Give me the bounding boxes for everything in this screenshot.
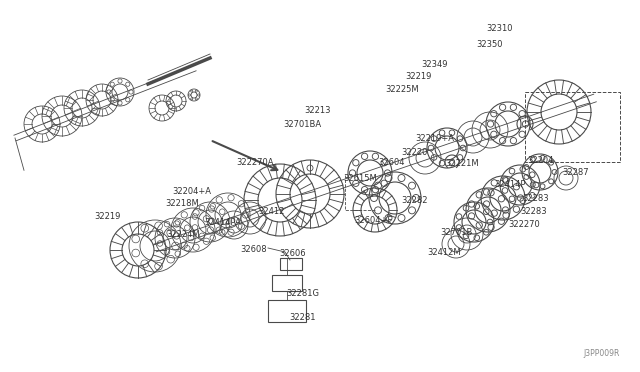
- Text: 32219: 32219: [405, 71, 431, 80]
- Text: 32310: 32310: [487, 23, 513, 32]
- Bar: [280, 258, 302, 270]
- Text: 32349: 32349: [422, 60, 448, 68]
- Text: 322270: 322270: [508, 219, 540, 228]
- Text: 32283: 32283: [521, 206, 547, 215]
- Text: 32414P: 32414P: [494, 180, 525, 189]
- Text: 32219+A: 32219+A: [415, 134, 454, 142]
- Text: 32606: 32606: [280, 250, 307, 259]
- Text: 32225M: 32225M: [385, 84, 419, 93]
- Text: 32224M: 32224M: [166, 230, 200, 238]
- Text: 32220: 32220: [401, 148, 427, 157]
- Bar: [268, 300, 306, 322]
- Text: 32701BA: 32701BA: [283, 119, 321, 128]
- Text: 32219: 32219: [94, 212, 120, 221]
- Text: 32281: 32281: [290, 314, 316, 323]
- Text: J3PP009R: J3PP009R: [584, 349, 620, 358]
- Text: 322270A: 322270A: [236, 157, 274, 167]
- Text: 32412: 32412: [258, 206, 284, 215]
- Text: 32287: 32287: [563, 167, 589, 176]
- Text: 32281G: 32281G: [287, 289, 319, 298]
- Text: 32218M: 32218M: [165, 199, 199, 208]
- Text: 32204: 32204: [527, 155, 553, 164]
- Text: 32283: 32283: [523, 193, 549, 202]
- Bar: [272, 275, 302, 291]
- Text: 32213: 32213: [305, 106, 332, 115]
- Text: 32221M: 32221M: [445, 158, 479, 167]
- Text: 32282: 32282: [402, 196, 428, 205]
- Text: 32350: 32350: [477, 39, 503, 48]
- Text: 32412M: 32412M: [427, 247, 461, 257]
- Text: 32604: 32604: [379, 157, 405, 167]
- Text: 32701B: 32701B: [440, 228, 472, 237]
- Text: 32615M: 32615M: [343, 173, 377, 183]
- Text: 32414PA: 32414PA: [205, 218, 241, 227]
- Text: 32604+F: 32604+F: [354, 215, 392, 224]
- Text: 32608: 32608: [241, 244, 268, 253]
- Text: 32204+A: 32204+A: [173, 186, 211, 196]
